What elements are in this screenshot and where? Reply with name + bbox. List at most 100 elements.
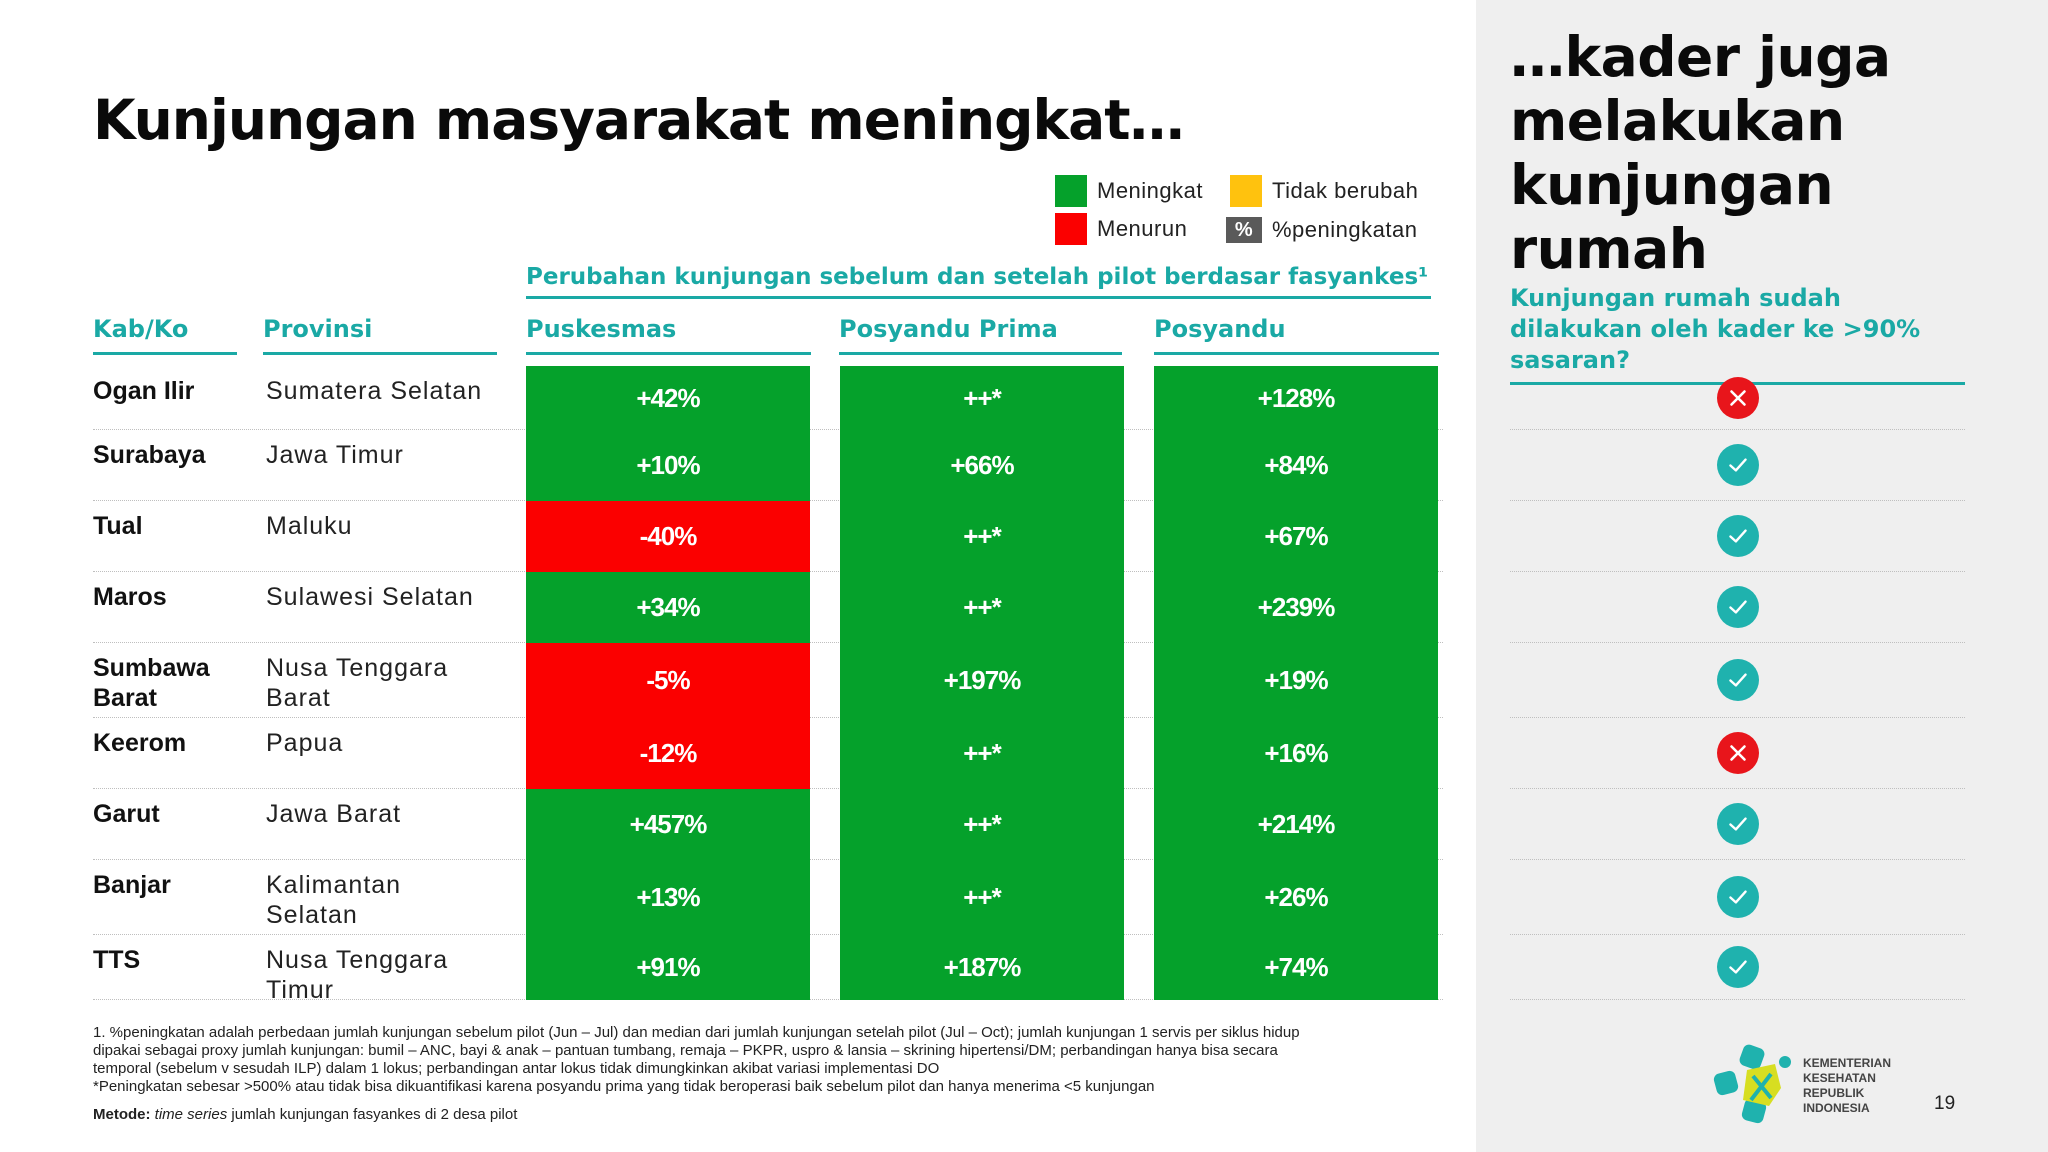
right-panel: …kader juga melakukan kunjungan rumah Ku… [1476,0,2048,1152]
legend-item-pct: % %peningkatan [1226,217,1417,243]
legend-swatch-unchanged [1230,175,1262,207]
cell-posyandu: +74% [1154,935,1438,1000]
logo-text: KEMENTERIAN KESEHATAN REPUBLIK INDONESIA [1803,1056,1913,1116]
row-prov: Papua [266,729,344,757]
cell-posyandu-prima: +187% [840,935,1124,1000]
method-label: Metode: [93,1106,151,1123]
cell-posyandu: +128% [1154,366,1438,430]
logo-line-1: KEMENTERIAN [1803,1056,1892,1070]
home-visit-row [1510,430,1965,501]
group-title: Perubahan kunjungan sebelum dan setelah … [526,264,1431,299]
check-circle-icon [1716,586,1759,628]
row-kab: Ogan Ilir [93,377,195,405]
row-kab: Banjar [93,871,171,899]
footnote-line-2: dipakai sebagai proxy jumlah kunjungan: … [93,1042,1278,1059]
row-prov: Nusa Tenggara Barat [266,654,449,712]
table-row: Keerom Papua -12% ++* +16% [93,718,1443,789]
cell-posyandu-prima: ++* [840,572,1124,643]
cell-posyandu: +19% [1154,643,1438,718]
check-circle-icon [1716,659,1759,701]
cell-posyandu: +67% [1154,501,1438,572]
home-visit-row [1510,643,1965,718]
table-row: Tual Maluku -40% ++* +67% [93,501,1443,572]
cell-puskesmas: +91% [526,935,810,1000]
row-kab: Sumbawa Barat [93,654,210,712]
home-visit-row [1510,366,1965,430]
row-prov: Maluku [266,512,353,540]
cell-puskesmas: +13% [526,860,810,935]
cell-posyandu: +239% [1154,572,1438,643]
home-visit-row [1510,718,1965,789]
home-visit-row [1510,501,1965,572]
row-prov: Sumatera Selatan [266,377,483,405]
row-prov: Nusa Tenggara Timur [266,946,449,1004]
home-visit-row [1510,789,1965,860]
home-visit-row [1510,572,1965,643]
cell-posyandu: +84% [1154,430,1438,501]
cell-puskesmas: +10% [526,430,810,501]
table-row: Surabaya Jawa Timur +10% +66% +84% [93,430,1443,501]
page-number: 19 [1934,1093,1956,1114]
home-visit-row [1510,860,1965,935]
cell-posyandu-prima: ++* [840,501,1124,572]
table-row: TTS Nusa Tenggara Timur +91% +187% +74% [93,935,1443,1004]
row-kab: Keerom [93,729,187,757]
cell-posyandu-prima: ++* [840,718,1124,789]
row-prov: Jawa Timur [266,441,404,469]
column-header-kab: Kab/Ko [93,315,237,355]
row-prov: Kalimantan Selatan [266,871,402,929]
legend-label-decrease: Menurun [1097,216,1188,241]
x-circle-icon [1716,376,1759,419]
row-prov: Sulawesi Selatan [266,583,474,611]
legend-item-increase: Meningkat [1055,175,1203,207]
legend-label-unchanged: Tidak berubah [1272,178,1419,203]
cell-posyandu: +26% [1154,860,1438,935]
row-prov: Jawa Barat [266,800,402,828]
row-kab: TTS [93,946,141,974]
legend-swatch-decrease [1055,213,1087,245]
cell-puskesmas: +34% [526,572,810,643]
logo-line-3: REPUBLIK [1803,1086,1865,1100]
method-text: jumlah kunjungan fasyankes di 2 desa pil… [227,1106,518,1123]
table-row: Sumbawa Barat Nusa Tenggara Barat -5% +197%… [93,643,1443,718]
cell-posyandu: +214% [1154,789,1438,860]
cell-posyandu-prima: ++* [840,366,1124,430]
footnotes: 1. %peningkatan adalah perbedaan jumlah … [93,1024,1433,1096]
kemenkes-logo-icon [1713,1044,1791,1124]
kemenkes-logo: KEMENTERIAN KESEHATAN REPUBLIK INDONESIA [1713,1042,1913,1127]
cell-posyandu-prima: +197% [840,643,1124,718]
page-title: Kunjungan masyarakat meningkat… [93,88,1185,152]
table-row: Maros Sulawesi Selatan +34% ++* +239% [93,572,1443,643]
table-row: Garut Jawa Barat +457% ++* +214% [93,789,1443,860]
cell-posyandu: +16% [1154,718,1438,789]
method-note: Metode: time series jumlah kunjungan fas… [93,1106,517,1123]
row-kab: Surabaya [93,441,206,469]
row-kab: Garut [93,800,160,828]
cell-puskesmas: -40% [526,501,810,572]
table-row: Banjar Kalimantan Selatan +13% ++* +26% [93,860,1443,935]
logo-line-2: KESEHATAN [1803,1071,1876,1085]
footnote-line-1: 1. %peningkatan adalah perbedaan jumlah … [93,1024,1300,1041]
cell-posyandu-prima: ++* [840,789,1124,860]
legend: Meningkat Tidak berubah Menurun % %penin… [1055,175,1455,255]
cell-posyandu-prima: +66% [840,430,1124,501]
legend-item-unchanged: Tidak berubah [1230,175,1418,207]
check-circle-icon [1716,876,1759,918]
cell-puskesmas: +457% [526,789,810,860]
footnote-line-3: temporal (sebelum v sesudah ILP) dalam 1… [93,1060,940,1077]
check-circle-icon [1716,803,1759,845]
row-kab: Tual [93,512,143,540]
legend-item-decrease: Menurun [1055,213,1187,245]
check-circle-icon [1716,515,1759,557]
column-header-puskesmas: Puskesmas [526,315,811,355]
cell-puskesmas: -12% [526,718,810,789]
check-circle-icon [1716,444,1759,486]
legend-label-pct: %peningkatan [1272,217,1418,242]
legend-label-increase: Meningkat [1097,178,1204,203]
column-header-posyandu-prima: Posyandu Prima [839,315,1122,355]
cell-puskesmas: +42% [526,366,810,430]
table-row: Ogan Ilir Sumatera Selatan +42% ++* +128% [93,366,1443,430]
method-italic: time series [154,1106,228,1123]
right-panel-title: …kader juga melakukan kunjungan rumah [1510,25,1891,281]
check-circle-icon [1716,946,1759,988]
